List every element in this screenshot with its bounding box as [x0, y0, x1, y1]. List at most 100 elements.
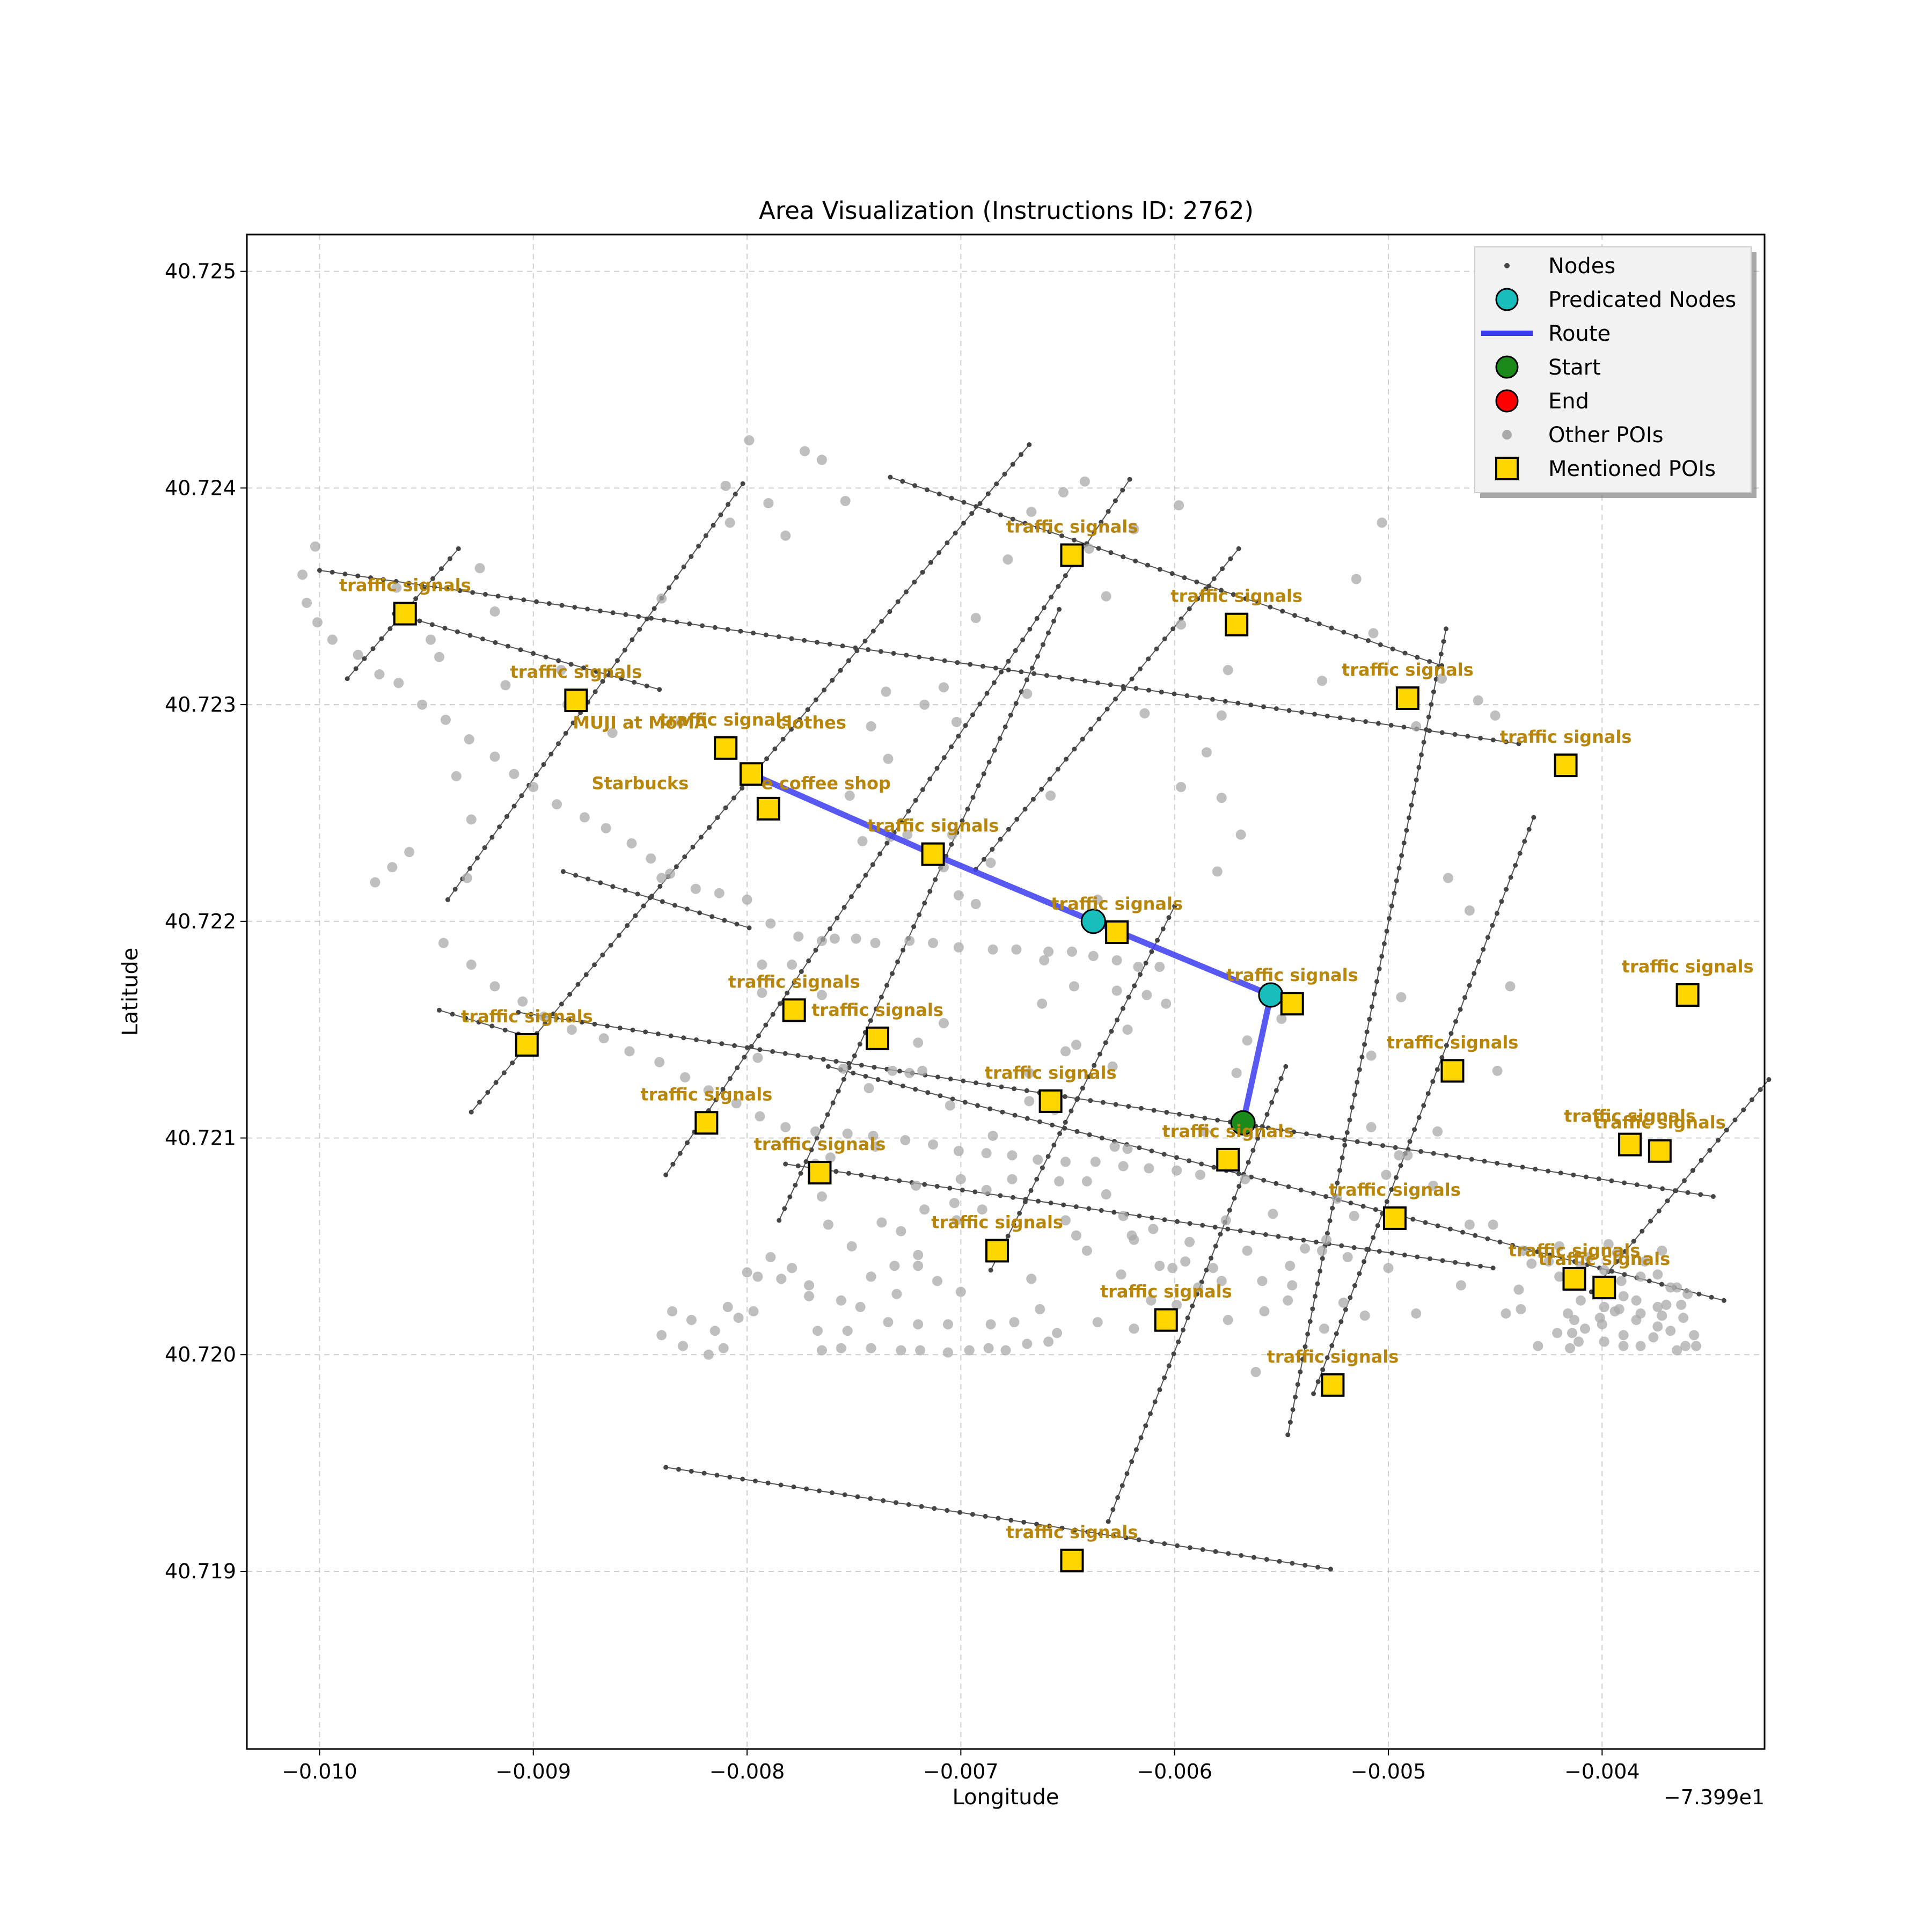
other-poi: [851, 933, 861, 944]
other-poi: [1026, 1274, 1037, 1284]
node: [1088, 726, 1094, 731]
node: [900, 1084, 905, 1089]
street-segment: [563, 870, 750, 928]
node: [1129, 676, 1135, 682]
node: [1024, 1088, 1029, 1093]
node: [1048, 1201, 1053, 1206]
node: [1213, 1243, 1218, 1249]
node: [622, 647, 627, 653]
node: [1166, 1363, 1172, 1368]
poi-label: traffic signals: [1006, 517, 1138, 537]
node: [846, 1170, 851, 1176]
node: [878, 649, 883, 654]
node: [677, 1151, 683, 1156]
node: [1127, 477, 1132, 482]
node: [982, 857, 987, 862]
node: [1099, 1136, 1104, 1141]
node: [1410, 1217, 1416, 1222]
other-poi: [438, 938, 449, 948]
other-poi: [780, 1122, 791, 1132]
node: [594, 669, 599, 674]
other-poi: [1009, 1317, 1020, 1328]
node: [1194, 1291, 1199, 1297]
other-poi: [1154, 962, 1165, 972]
node: [875, 1077, 881, 1082]
node: [1274, 1088, 1279, 1093]
legend-nodes-icon: [1504, 263, 1510, 268]
node: [809, 1147, 814, 1153]
node: [700, 623, 705, 628]
node: [1685, 1190, 1690, 1195]
node: [430, 576, 436, 581]
node: [455, 629, 460, 634]
node: [605, 1023, 610, 1029]
other-poi: [1464, 905, 1475, 916]
node: [1106, 509, 1111, 514]
node: [1157, 1387, 1162, 1393]
node: [751, 631, 756, 636]
node: [1337, 715, 1343, 721]
other-poi: [509, 769, 519, 779]
node: [936, 550, 942, 555]
node: [945, 540, 950, 545]
node: [1086, 1206, 1092, 1211]
other-poi: [1176, 619, 1187, 630]
node: [696, 544, 701, 549]
other-poi: [800, 446, 810, 457]
other-poi: [1090, 1157, 1101, 1167]
node: [975, 1103, 980, 1108]
node: [1106, 1519, 1111, 1524]
node: [1014, 817, 1020, 822]
node: [1324, 1355, 1330, 1360]
other-poi: [1437, 674, 1447, 684]
node: [765, 1480, 771, 1485]
node: [961, 500, 967, 505]
node: [1436, 664, 1441, 669]
node: [1160, 926, 1166, 932]
node: [1012, 1113, 1018, 1118]
node: [1137, 666, 1143, 671]
other-poi: [1107, 1061, 1118, 1072]
other-poi: [1223, 1315, 1233, 1326]
other-poi: [949, 1198, 960, 1209]
other-poi: [1428, 1180, 1439, 1191]
node: [676, 1467, 682, 1472]
other-poi: [709, 1326, 720, 1336]
node: [1399, 853, 1404, 858]
node: [422, 586, 427, 591]
node: [1250, 1147, 1256, 1153]
node: [534, 599, 539, 604]
legend-entry: End: [1495, 389, 1589, 414]
legend-entry: Nodes: [1504, 254, 1615, 279]
node: [922, 1182, 927, 1187]
other-poi: [917, 1065, 928, 1076]
x-tick-label: −0.009: [495, 1760, 571, 1783]
other-poi: [1565, 1343, 1576, 1353]
other-poi: [1223, 664, 1233, 675]
node: [899, 819, 904, 824]
other-poi: [1129, 524, 1139, 535]
other-poi: [742, 894, 752, 905]
other-poi: [464, 734, 474, 745]
node: [1154, 646, 1159, 652]
legend-end-icon: [1495, 389, 1519, 413]
node: [747, 925, 752, 931]
other-poi: [816, 1345, 827, 1356]
node: [703, 533, 708, 538]
other-poi: [866, 1271, 876, 1282]
node: [1462, 995, 1468, 1000]
x-tick-label: −0.010: [282, 1760, 357, 1783]
node: [846, 1060, 852, 1066]
node: [804, 1486, 809, 1491]
node: [1175, 1219, 1180, 1224]
other-poi: [1652, 1321, 1663, 1332]
node: [419, 582, 425, 588]
node: [1185, 1315, 1190, 1321]
other-poi: [780, 530, 791, 541]
x-axis-label: Longitude: [953, 1785, 1059, 1810]
other-poi: [556, 664, 567, 675]
node: [630, 637, 635, 642]
node: [632, 679, 637, 685]
node: [641, 903, 646, 909]
node: [1126, 994, 1131, 1000]
